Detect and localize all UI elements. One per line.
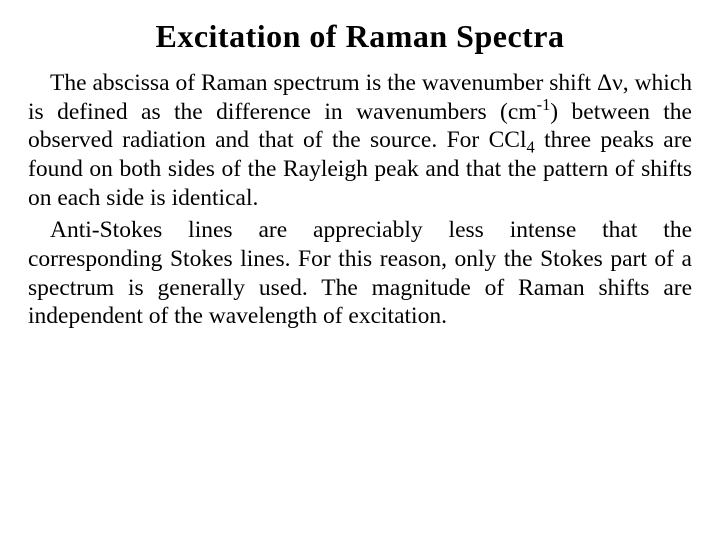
paragraph-1: The abscissa of Raman spectrum is the wa… bbox=[28, 69, 692, 212]
p1-subscript: 4 bbox=[527, 138, 535, 157]
p1-delta-nu: Δν bbox=[597, 70, 623, 96]
p1-superscript: -1 bbox=[537, 95, 551, 114]
slide: Excitation of Raman Spectra The abscissa… bbox=[0, 0, 720, 540]
slide-title: Excitation of Raman Spectra bbox=[28, 18, 692, 55]
p1-text-1: The abscissa of Raman spectrum is the wa… bbox=[50, 70, 597, 96]
paragraph-2: Anti-Stokes lines are appreciably less i… bbox=[28, 216, 692, 331]
